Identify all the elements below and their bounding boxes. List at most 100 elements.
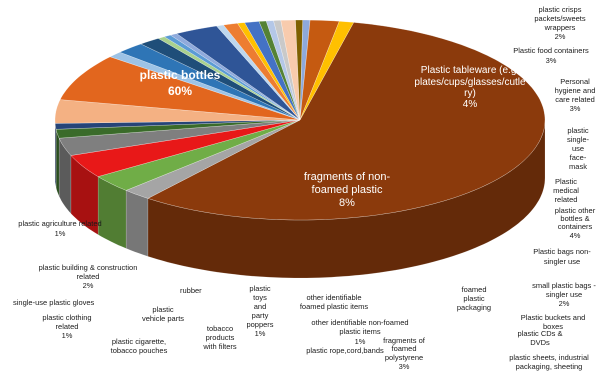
label-text: polystyrene bbox=[385, 353, 423, 362]
pie-slice-8 bbox=[59, 56, 301, 121]
label-text: vehicle parts bbox=[142, 314, 184, 323]
label-text: foamed plastic bbox=[312, 184, 383, 196]
label-text: plastic rope,cord,bands bbox=[306, 346, 384, 355]
label-text: Plastic buckets and bbox=[521, 313, 586, 322]
label-medical: Plastic medical related bbox=[553, 177, 579, 204]
label-text: toys bbox=[253, 293, 267, 302]
label-text: with filters bbox=[202, 342, 237, 351]
label-text: plastic bbox=[567, 126, 589, 135]
label-text: plastic CDs & bbox=[517, 329, 562, 338]
label-text: foamed plastic items bbox=[300, 302, 369, 311]
label-pct: 1% bbox=[62, 331, 73, 340]
label-text: packets/sweets bbox=[534, 14, 586, 23]
label-text: fragments of non- bbox=[304, 171, 391, 183]
label-pct: 2% bbox=[559, 299, 570, 308]
label-text: plastic bbox=[463, 294, 485, 303]
slice-label-plastic-bottles: plastic bottles 60% bbox=[140, 68, 221, 98]
label-buckets-boxes: Plastic buckets and boxes bbox=[521, 313, 586, 331]
label-text: medical bbox=[553, 186, 579, 195]
label-text: poppers bbox=[246, 320, 273, 329]
pie-slice-10 bbox=[119, 43, 301, 121]
label-single-use-gloves: single-use plastic gloves bbox=[13, 298, 95, 307]
label-text: tobacco pouches bbox=[111, 346, 168, 355]
label-foamed-polystyrene: fragments of foamed polystyrene 3% bbox=[383, 336, 426, 371]
label-toys-poppers: plastic toys and party poppers 1% bbox=[246, 284, 273, 338]
label-text: care related bbox=[555, 95, 595, 104]
label-other-non-foamed: other identifiable non-foamed plastic it… bbox=[311, 318, 408, 346]
label-text: ry) bbox=[464, 88, 476, 99]
label-plastic-sheets: plastic sheets, industrial packaging, sh… bbox=[509, 353, 589, 371]
label-text: use bbox=[572, 144, 584, 153]
label-pct: 2% bbox=[555, 32, 566, 41]
label-text: singler use bbox=[544, 257, 580, 266]
label-text: bottles & bbox=[560, 214, 589, 223]
label-text: plastic bottles bbox=[140, 68, 221, 82]
label-text: single- bbox=[567, 135, 590, 144]
label-text: other identifiable bbox=[306, 293, 361, 302]
label-small-bags: small plastic bags - singler use 2% bbox=[532, 281, 596, 308]
label-text: tobacco bbox=[207, 324, 233, 333]
label-text: mask bbox=[569, 162, 587, 171]
pie-slice-7 bbox=[54, 99, 301, 124]
label-text: foamed bbox=[461, 285, 486, 294]
label-text: plastic sheets, industrial bbox=[509, 353, 589, 362]
label-text: single-use plastic gloves bbox=[13, 298, 95, 307]
label-text: plastic other bbox=[555, 206, 596, 215]
slice-label-fragments-non-foamed: fragments of non- foamed plastic 8% bbox=[304, 171, 391, 209]
label-pct: 1% bbox=[55, 229, 66, 238]
label-text: foamed bbox=[391, 344, 416, 353]
label-text: plastic cigarette, bbox=[112, 337, 166, 346]
label-personal-hygiene: Personal hygiene and care related 3% bbox=[555, 77, 596, 113]
label-other-foamed: other identifiable foamed plastic items bbox=[300, 293, 369, 311]
label-text: packaging bbox=[457, 303, 491, 312]
label-cigarette-pouches: plastic cigarette, tobacco pouches bbox=[111, 337, 168, 355]
label-text: wrappers bbox=[544, 23, 576, 32]
label-bags-non-single: Plastic bags non- singler use bbox=[533, 247, 591, 266]
label-pct: 1% bbox=[255, 329, 266, 338]
label-text: plastic agriculture related bbox=[18, 219, 101, 228]
label-crisps-wrappers: plastic crisps packets/sweets wrappers 2… bbox=[534, 5, 586, 41]
label-text: packaging, sheeting bbox=[516, 362, 583, 371]
label-building-construction: plastic building & construction related … bbox=[39, 263, 138, 290]
label-text: rubber bbox=[180, 286, 202, 295]
label-rubber: rubber bbox=[180, 286, 202, 295]
pie-wall-5 bbox=[55, 129, 60, 197]
label-text: boxes bbox=[543, 322, 563, 331]
label-text: related bbox=[77, 272, 100, 281]
label-text: plates/cups/glasses/cutle bbox=[414, 77, 526, 88]
label-text: party bbox=[252, 311, 269, 320]
label-text: hygiene and bbox=[555, 86, 596, 95]
label-text: other identifiable non-foamed bbox=[311, 318, 408, 327]
label-text: fragments of bbox=[383, 336, 426, 345]
pie-side-walls bbox=[54, 119, 546, 279]
label-text: related bbox=[56, 322, 79, 331]
label-text: singler use bbox=[546, 290, 582, 299]
label-vehicle-parts: plastic vehicle parts bbox=[142, 305, 184, 323]
label-pct: 1% bbox=[355, 337, 366, 346]
pie-slice-2 bbox=[97, 119, 301, 191]
label-text: Plastic food containers bbox=[513, 46, 589, 55]
label-pct: 3% bbox=[570, 104, 581, 113]
label-text: containers bbox=[558, 222, 593, 231]
label-agriculture: plastic agriculture related 1% bbox=[18, 219, 101, 238]
label-text: plastic crisps bbox=[539, 5, 582, 14]
label-text: Plastic tableware (e.g. bbox=[421, 65, 519, 76]
label-text: products bbox=[206, 333, 235, 342]
label-text: plastic building & construction bbox=[39, 263, 138, 272]
label-clothing: plastic clothing related 1% bbox=[42, 313, 91, 340]
label-text: and bbox=[254, 302, 267, 311]
label-pct: 4% bbox=[570, 231, 581, 240]
label-face-mask: plastic single- use face- mask bbox=[567, 126, 590, 171]
label-pct: 2% bbox=[83, 281, 94, 290]
label-text: related bbox=[555, 195, 578, 204]
label-text: plastic items bbox=[339, 327, 381, 336]
label-rope-cord: plastic rope,cord,bands bbox=[306, 346, 384, 355]
label-food-containers: Plastic food containers 3% bbox=[513, 46, 589, 65]
pie-slice-0 bbox=[147, 22, 546, 221]
label-text: small plastic bags - bbox=[532, 281, 596, 290]
label-other-bottles: plastic other bottles & containers 4% bbox=[555, 206, 596, 240]
label-text: Plastic bbox=[555, 177, 577, 186]
pie-slice-4 bbox=[58, 119, 301, 156]
label-cds-dvds: plastic CDs & DVDs bbox=[517, 329, 562, 347]
